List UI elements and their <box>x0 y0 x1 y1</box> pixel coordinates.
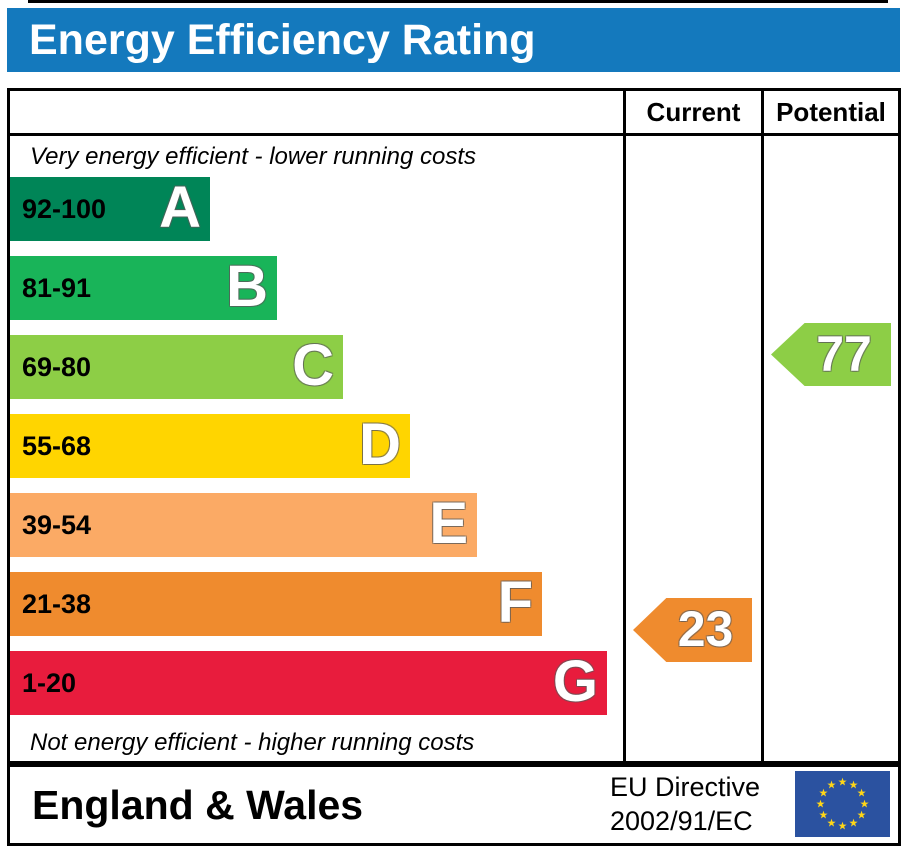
band-letter: G <box>552 649 598 714</box>
top-border-artifact <box>28 0 888 3</box>
band-row-c: 69-80 C <box>10 335 343 399</box>
caption-not-efficient: Not energy efficient - higher running co… <box>30 729 475 756</box>
band-bar-e: 39-54 E <box>10 493 477 557</box>
band-letter: A <box>159 175 201 240</box>
caption-very-efficient: Very energy efficient - lower running co… <box>30 143 476 170</box>
title-banner: Energy Efficiency Rating <box>7 8 900 72</box>
band-row-f: 21-38 F <box>10 572 542 636</box>
band-letter: C <box>292 333 334 398</box>
eu-directive-line2: 2002/91/EC <box>610 806 753 836</box>
band-bar-c: 69-80 C <box>10 335 343 399</box>
page-title: Energy Efficiency Rating <box>29 16 536 64</box>
band-letter: B <box>226 254 268 319</box>
band-letter: E <box>429 491 468 556</box>
column-header-potential: Potential <box>776 97 886 127</box>
current-column-divider <box>623 91 626 761</box>
band-range-label: 55-68 <box>22 431 92 461</box>
potential-column-divider <box>761 91 764 761</box>
band-bar-f: 21-38 F <box>10 572 542 636</box>
band-range-label: 81-91 <box>22 273 92 303</box>
potential-rating-value: 77 <box>816 326 872 382</box>
potential-rating-arrow: 77 <box>771 323 891 386</box>
eu-directive-line1: EU Directive <box>610 772 761 802</box>
header-row-divider <box>10 133 898 136</box>
current-rating-arrow: 23 <box>633 598 752 662</box>
band-bar-b: 81-91 B <box>10 256 277 320</box>
band-bar-g: 1-20 G <box>10 651 607 715</box>
band-bar-a: 92-100 A <box>10 177 210 241</box>
band-range-label: 21-38 <box>22 589 92 619</box>
band-letter: F <box>497 570 533 635</box>
band-row-b: 81-91 B <box>10 256 277 320</box>
band-range-label: 92-100 <box>22 194 107 224</box>
band-row-d: 55-68 D <box>10 414 410 478</box>
band-row-e: 39-54 E <box>10 493 477 557</box>
region-label: England & Wales <box>32 782 364 828</box>
column-header-current: Current <box>646 97 741 127</box>
band-bar-d: 55-68 D <box>10 414 410 478</box>
eu-flag-icon <box>795 771 890 837</box>
band-row-a: 92-100 A <box>10 177 210 241</box>
band-range-label: 1-20 <box>22 668 77 698</box>
band-range-label: 39-54 <box>22 510 92 540</box>
eu-directive-text: EU Directive 2002/91/EC <box>610 770 760 838</box>
footer: England & Wales EU Directive 2002/91/EC <box>7 764 901 846</box>
band-row-g: 1-20 G <box>10 651 607 715</box>
rating-chart-table: Current Potential Very energy efficient … <box>7 88 901 764</box>
current-rating-value: 23 <box>677 601 734 657</box>
band-letter: D <box>359 412 401 477</box>
band-range-label: 69-80 <box>22 352 92 382</box>
